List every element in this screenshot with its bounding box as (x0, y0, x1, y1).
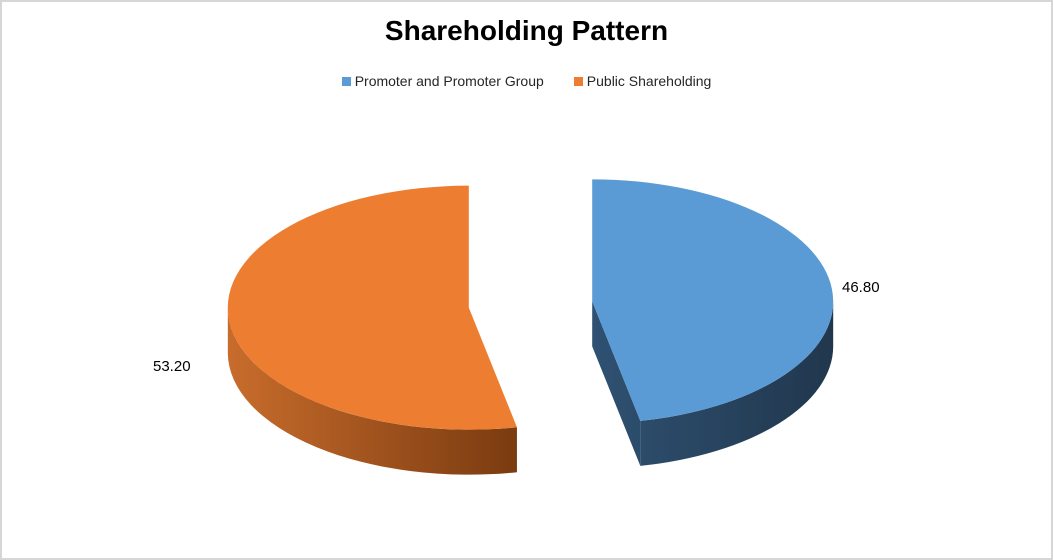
data-label-promoter-and-promoter-group: 46.80 (842, 279, 880, 296)
pie-slice-promoter-and-promoter-group-side[interactable] (592, 301, 641, 466)
legend-item-public-shareholding[interactable]: Public Shareholding (573, 73, 712, 89)
pie-slice-promoter-and-promoter-group[interactable] (592, 179, 834, 421)
legend-swatch-icon (573, 76, 583, 86)
chart-title: Shareholding Pattern (384, 15, 669, 46)
legend: Promoter and Promoter Group Public Share… (2, 73, 1051, 89)
pie-slice-public-shareholding[interactable] (227, 185, 517, 430)
legend-item-promoter-and-promoter-group[interactable]: Promoter and Promoter Group (341, 73, 544, 89)
pie-slice-public-shareholding-rim[interactable] (227, 307, 517, 475)
legend-label: Public Shareholding (586, 73, 712, 89)
data-label-public-shareholding: 53.20 (153, 358, 191, 375)
pie-slice-promoter-and-promoter-group-rim[interactable] (640, 301, 834, 466)
legend-label: Promoter and Promoter Group (354, 73, 544, 89)
legend-swatch-icon (341, 76, 351, 86)
